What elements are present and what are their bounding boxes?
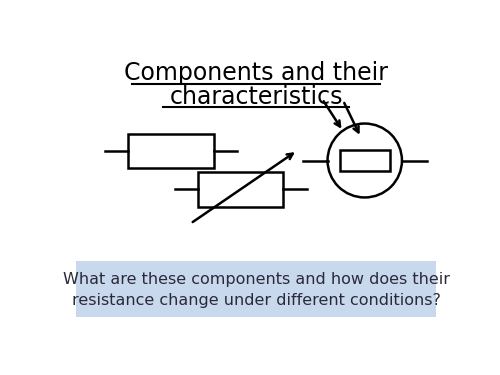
Bar bbox=[128, 134, 214, 168]
FancyBboxPatch shape bbox=[76, 261, 436, 317]
Circle shape bbox=[328, 123, 402, 198]
Text: What are these components and how does their: What are these components and how does t… bbox=[63, 272, 450, 286]
Bar bbox=[340, 150, 390, 171]
Text: resistance change under different conditions?: resistance change under different condit… bbox=[72, 292, 440, 308]
Text: characteristics: characteristics bbox=[170, 85, 343, 109]
Bar bbox=[198, 172, 284, 207]
Text: Components and their: Components and their bbox=[124, 62, 388, 86]
